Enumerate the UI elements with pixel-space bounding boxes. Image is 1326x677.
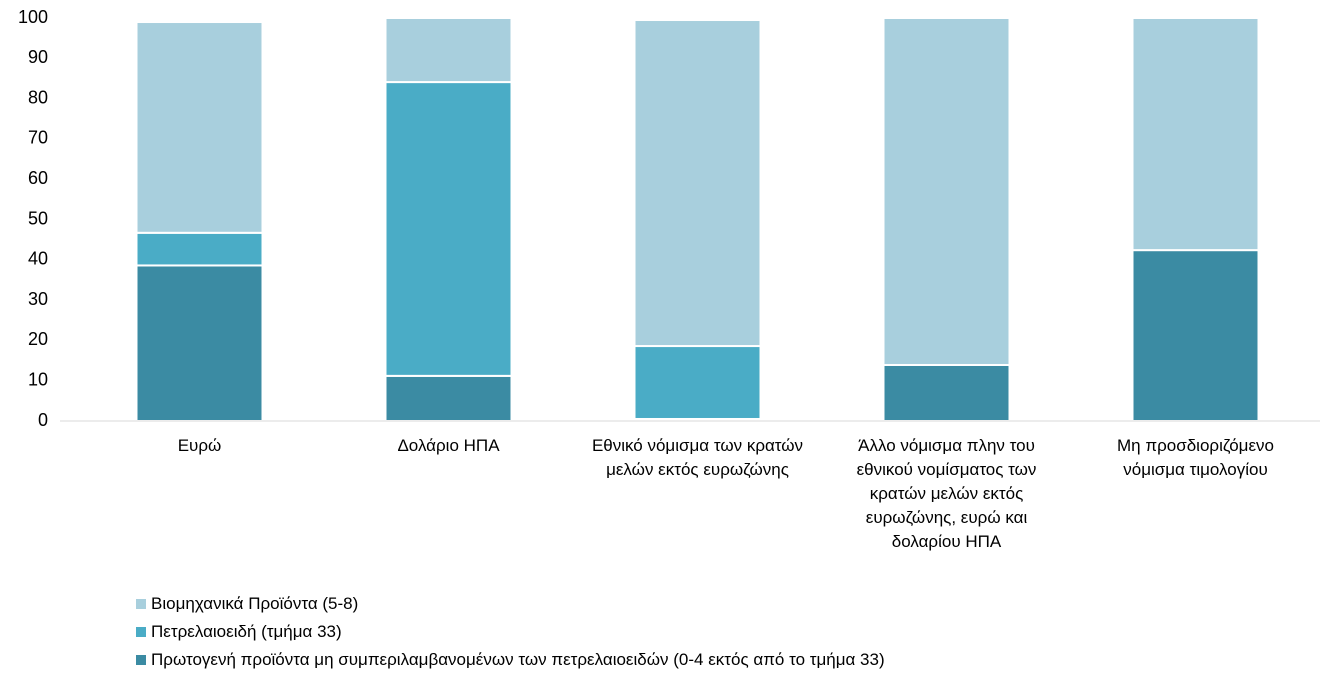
y-tick-label: 80 [28,87,48,107]
x-tick-label: Μη προσδιοριζόμενο νόμισμα τιμολογίου [1117,436,1274,479]
bar-segment [633,19,762,348]
y-tick-label: 50 [28,208,48,228]
bar-segment [1131,17,1260,252]
y-tick-label: 20 [28,329,48,349]
bar-segment [135,21,264,234]
legend-item: Πετρελαιοειδή (τμήμα 33) [136,622,342,642]
y-tick-label: 30 [28,289,48,309]
y-tick-label: 100 [18,7,48,27]
legend-item: Πρωτογενή προϊόντα μη συμπεριλαμβανομένω… [136,650,885,670]
bar-segment [633,345,762,420]
legend-label: Πετρελαιοειδή (τμήμα 33) [151,622,342,641]
y-tick-label: 0 [38,410,48,430]
y-tick-label: 40 [28,249,48,269]
bar-segment [384,81,513,377]
legend-label: Πρωτογενή προϊόντα μη συμπεριλαμβανομένω… [151,650,885,669]
y-tick-label: 90 [28,47,48,67]
bar-segment [135,264,264,422]
legend-swatch [136,655,146,665]
x-tick-label: Άλλο νόμισμα πλην του εθνικού νομίσματος… [856,436,1037,551]
x-tick-label: Εθνικό νόμισμα των κρατών μελών εκτός ευ… [591,436,804,479]
bar-segment [384,374,513,423]
bar-segment [882,363,1011,422]
y-tick-label: 60 [28,168,48,188]
x-tick-label: Ευρώ [177,436,222,455]
bar-segment [135,231,264,267]
legend-label: Βιομηχανικά Προϊόντα (5-8) [151,594,359,613]
legend-swatch [136,599,146,609]
legend-swatch [136,627,146,637]
bar-segment [1131,249,1260,422]
x-tick-label: Δολάριο ΗΠΑ [397,436,500,455]
bar-segment [882,17,1011,366]
legend-item: Βιομηχανικά Προϊόντα (5-8) [136,594,358,614]
y-tick-label: 10 [28,369,48,389]
y-tick-label: 70 [28,128,48,148]
bar-segment [384,17,513,84]
